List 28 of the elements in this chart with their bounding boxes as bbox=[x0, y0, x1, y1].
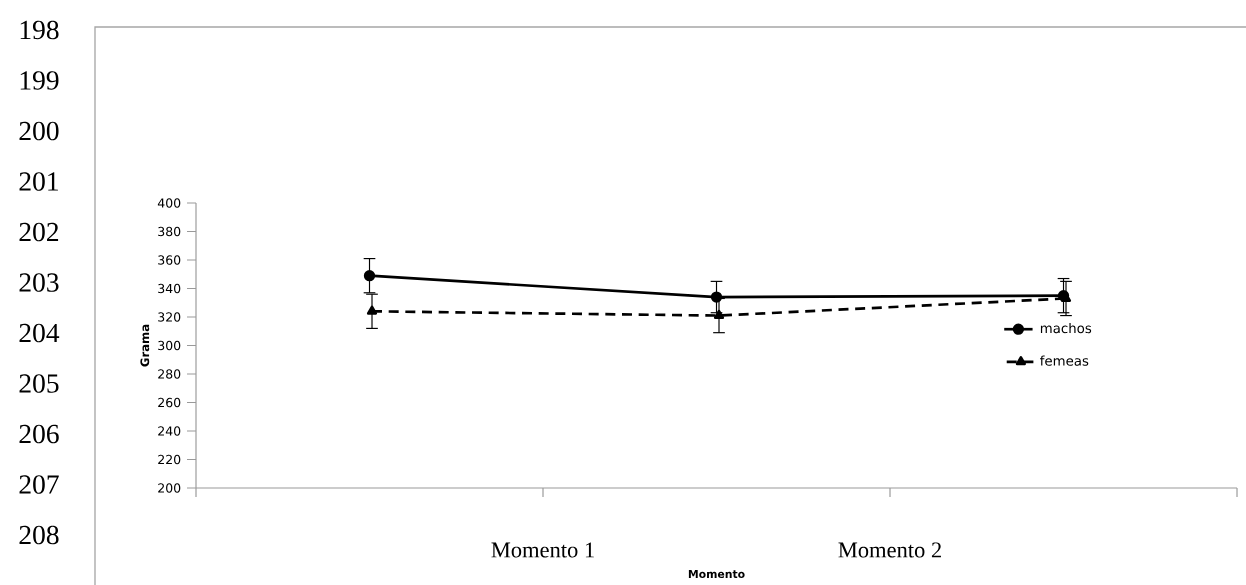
text: Momento 2 bbox=[838, 542, 941, 558]
y-tick-label: 360 bbox=[158, 255, 181, 265]
y-tick-label: 320 bbox=[158, 312, 181, 322]
y-tick-label: 400 bbox=[157, 198, 181, 208]
y-tick-label: 240 bbox=[158, 426, 181, 436]
y-tick-label: 260 bbox=[158, 397, 181, 408]
y-tick-label: 380 bbox=[158, 226, 181, 237]
text: 202 bbox=[19, 222, 59, 242]
y-tick-label: 220 bbox=[158, 454, 181, 465]
text: 205 bbox=[19, 374, 59, 393]
text: 201 bbox=[19, 172, 58, 191]
y-tick-label: 200 bbox=[158, 483, 181, 493]
text: 207 bbox=[19, 475, 59, 494]
y-axis-title: Grama bbox=[140, 324, 150, 367]
y-tick-label: 280 bbox=[158, 369, 181, 379]
text: 203 bbox=[19, 273, 59, 292]
text: 200 bbox=[19, 121, 59, 141]
text: 206 bbox=[19, 424, 59, 444]
text: 199 bbox=[20, 71, 59, 90]
y-tick-label: 300 bbox=[158, 340, 181, 351]
text: 204 bbox=[19, 323, 60, 343]
y-tick-label: 340 bbox=[158, 283, 181, 294]
text: Momento bbox=[688, 569, 745, 579]
legend-label: femeas bbox=[1040, 355, 1089, 366]
legend-label: machos bbox=[1040, 322, 1092, 334]
text: 198 bbox=[20, 20, 59, 40]
text: 208 bbox=[19, 525, 59, 545]
text: Momento 1 bbox=[491, 542, 594, 558]
